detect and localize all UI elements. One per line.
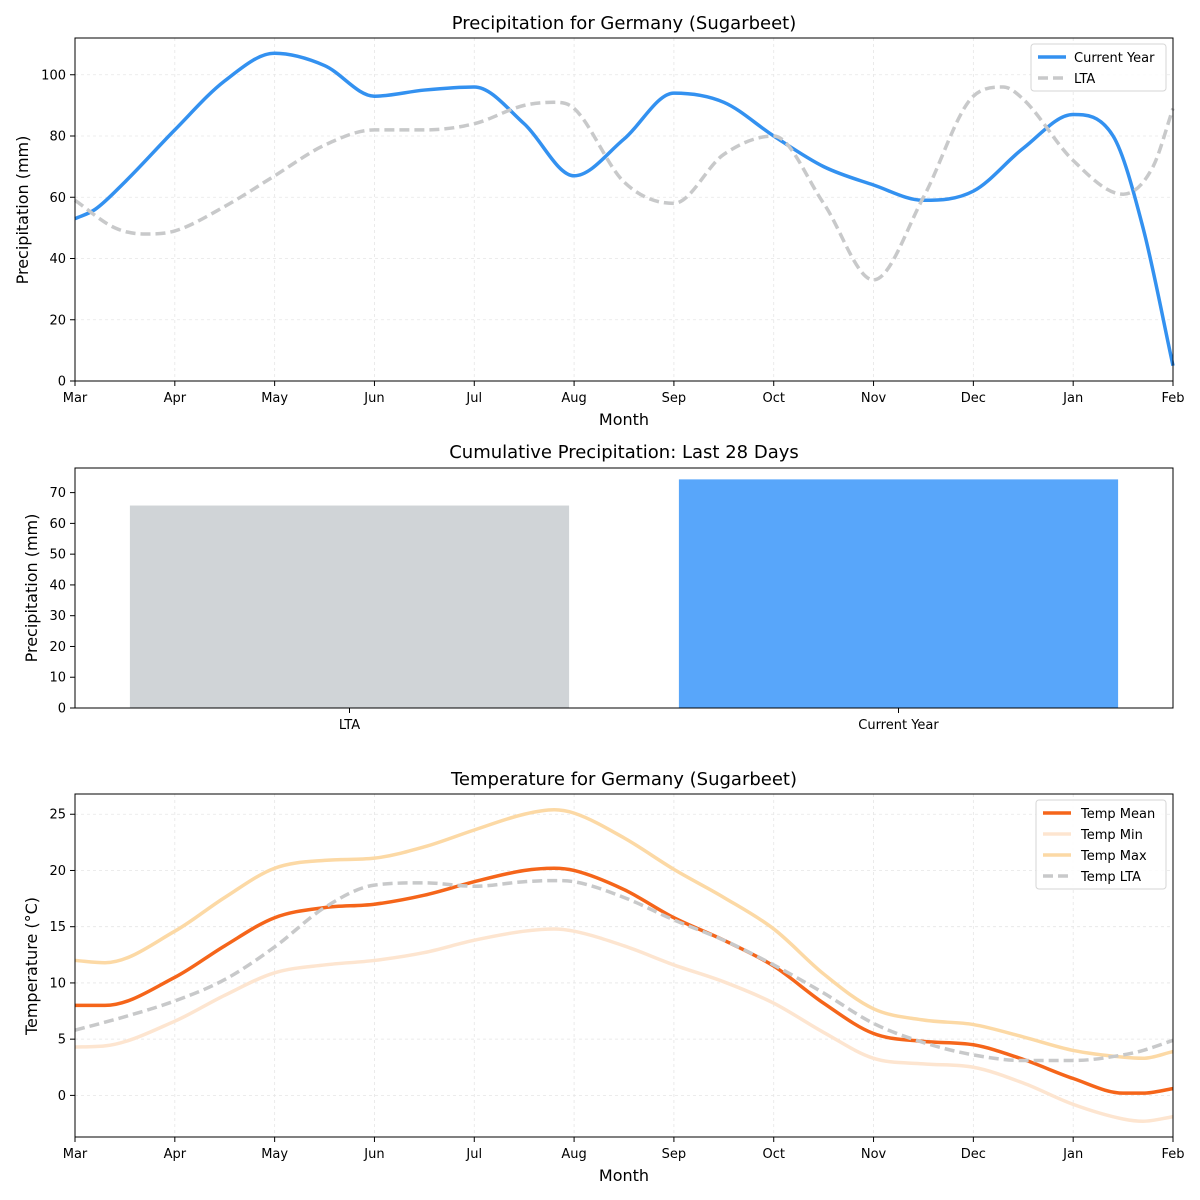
bars [129, 479, 1119, 708]
legend: Current Year LTA [1030, 43, 1167, 92]
chart-title: Cumulative Precipitation: Last 28 Days [449, 442, 799, 463]
y-tick-label: 20 [49, 864, 66, 879]
y-axis-ticks: 0 10 20 30 40 50 60 70 [49, 486, 75, 717]
y-tick-label: 10 [49, 671, 66, 686]
x-tick-label: Aug [561, 1147, 586, 1162]
y-tick-label: 60 [49, 191, 66, 206]
y-tick-label: 0 [58, 702, 66, 717]
y-tick-label: 10 [49, 976, 66, 991]
legend: Temp Mean Temp Min Temp Max Temp LTA [1035, 799, 1167, 890]
y-tick-label: 100 [41, 68, 66, 83]
x-tick-label: Dec [961, 1147, 986, 1162]
x-tick-label: LTA [339, 718, 360, 733]
x-axis-ticks: LTA Current Year [339, 708, 939, 733]
x-axis-ticks: Mar Apr May Jun Jul Aug Sep Oct Nov Dec Jan Feb [63, 381, 1185, 406]
x-tick-label: Aug [561, 391, 586, 406]
series-line-lta [74, 85, 1175, 282]
x-tick-label: Nov [861, 1147, 887, 1162]
y-tick-label: 0 [58, 1089, 66, 1104]
x-tick-label: Jan [1062, 1147, 1083, 1162]
x-tick-label: May [261, 391, 288, 406]
x-tick-label: Oct [762, 391, 784, 406]
y-axis-ticks: 0 20 40 60 80 100 [41, 68, 75, 390]
x-tick-label: May [261, 1147, 288, 1162]
y-tick-label: 40 [49, 578, 66, 593]
cumulative-precipitation-bar-chart: Cumulative Precipitation: Last 28 Days P… [22, 442, 1174, 733]
y-axis-label: Precipitation (mm) [13, 136, 32, 285]
y-axis-ticks: 0 5 10 15 20 25 [49, 808, 75, 1104]
x-tick-label: Jul [465, 1147, 482, 1162]
legend-label-temp-min: Temp Min [1080, 828, 1143, 843]
x-tick-label: Mar [63, 1147, 88, 1162]
x-tick-label: Apr [164, 391, 187, 406]
series-line-current-year [74, 51, 1175, 367]
plot-frame [74, 793, 1174, 1138]
y-tick-label: 70 [49, 486, 66, 501]
chart-title: Temperature for Germany (Sugarbeet) [450, 769, 797, 790]
chart-title: Precipitation for Germany (Sugarbeet) [452, 13, 797, 34]
y-tick-label: 50 [49, 548, 66, 563]
y-axis-label: Temperature (°C) [22, 897, 41, 1036]
bar-current-year [678, 479, 1119, 708]
x-tick-label: Mar [63, 391, 88, 406]
x-tick-label: Nov [861, 391, 887, 406]
legend-label-lta: LTA [1074, 72, 1095, 87]
y-tick-label: 20 [49, 640, 66, 655]
y-axis-label: Precipitation (mm) [22, 514, 41, 663]
y-tick-label: 20 [49, 313, 66, 328]
series-line-temp-max [74, 807, 1174, 1061]
x-tick-label: Jan [1062, 391, 1083, 406]
x-tick-label: Sep [662, 1147, 687, 1162]
y-tick-label: 60 [49, 517, 66, 532]
legend-label-current-year: Current Year [1074, 51, 1155, 66]
y-tick-label: 40 [49, 252, 66, 267]
series-line-temp-min [74, 927, 1174, 1124]
legend-label-temp-max: Temp Max [1080, 849, 1147, 864]
x-axis-label: Month [599, 1166, 649, 1185]
x-axis-label: Month [599, 410, 649, 429]
x-tick-label: Jun [363, 391, 384, 406]
temperature-line-chart: Temperature for Germany (Sugarbeet) Mont… [22, 769, 1185, 1185]
y-tick-label: 15 [49, 920, 66, 935]
x-tick-label: Feb [1161, 391, 1184, 406]
bar-lta [129, 505, 570, 708]
x-tick-label: Dec [961, 391, 986, 406]
precipitation-line-chart: Precipitation for Germany (Sugarbeet) Mo… [13, 13, 1185, 429]
x-tick-label: Apr [164, 1147, 187, 1162]
y-tick-label: 0 [58, 375, 66, 390]
legend-box [1035, 799, 1167, 890]
x-axis-ticks: Mar Apr May Jun Jul Aug Sep Oct Nov Dec Jan Feb [63, 1137, 1185, 1162]
x-tick-label: Jun [363, 1147, 384, 1162]
x-tick-label: Current Year [858, 718, 939, 733]
legend-label-temp-lta: Temp LTA [1080, 870, 1141, 885]
x-tick-label: Feb [1161, 1147, 1184, 1162]
y-tick-label: 25 [49, 808, 66, 823]
legend-label-temp-mean: Temp Mean [1080, 807, 1155, 822]
x-tick-label: Jul [465, 391, 482, 406]
plot-frame [74, 467, 1174, 709]
y-tick-label: 30 [49, 609, 66, 624]
y-tick-label: 80 [49, 130, 66, 145]
series-line-temp-lta [74, 878, 1174, 1063]
plot-frame [74, 37, 1174, 382]
plot-series [74, 807, 1174, 1124]
x-tick-label: Oct [762, 1147, 784, 1162]
x-tick-label: Sep [662, 391, 687, 406]
plot-series [74, 51, 1175, 367]
y-tick-label: 5 [58, 1033, 66, 1048]
